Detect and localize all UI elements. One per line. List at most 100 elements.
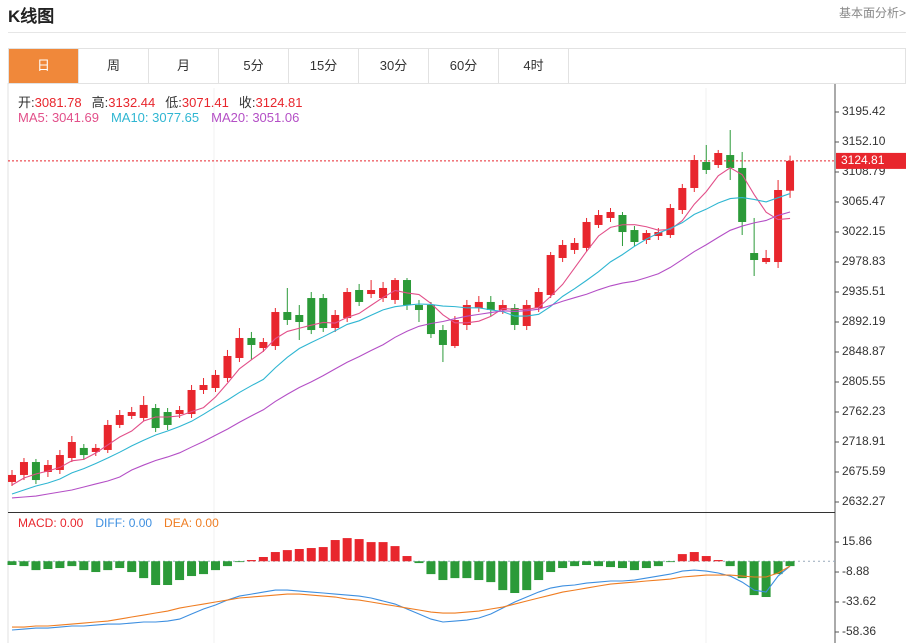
candle-body bbox=[187, 389, 196, 415]
candle-body bbox=[295, 314, 304, 322]
macd-bar bbox=[163, 561, 173, 586]
macd-bar bbox=[713, 560, 723, 562]
info-value: 3132.44 bbox=[108, 95, 156, 110]
macd-bar bbox=[103, 561, 113, 571]
period-tab[interactable]: 日 bbox=[9, 49, 79, 83]
y-tick-label: 3065.47 bbox=[842, 194, 886, 208]
candle-body bbox=[786, 160, 795, 191]
macd-bar bbox=[127, 561, 137, 573]
candle-body bbox=[582, 221, 591, 248]
info-value: 3081.78 bbox=[34, 95, 82, 110]
candle-body bbox=[546, 255, 555, 295]
y-tick-label: 2848.87 bbox=[842, 344, 886, 358]
candle-body bbox=[594, 214, 603, 225]
period-tab[interactable]: 5分 bbox=[219, 49, 289, 83]
legend-entry: MA5: 3041.69 bbox=[18, 110, 99, 125]
y-tick-label: 2935.51 bbox=[842, 284, 886, 298]
candle-body bbox=[211, 374, 220, 388]
candle-body bbox=[642, 233, 651, 240]
ma-legend: MA5: 3041.69 MA10: 3077.65 MA20: 3051.06 bbox=[18, 110, 311, 125]
y-tick-label: 2675.59 bbox=[842, 464, 886, 478]
candle-body bbox=[343, 292, 352, 319]
candle-body bbox=[259, 342, 268, 349]
candle-body bbox=[8, 474, 16, 482]
macd-bar bbox=[689, 552, 699, 562]
macd-bar bbox=[55, 561, 65, 569]
macd-bar bbox=[366, 542, 376, 562]
macd-bar bbox=[43, 561, 53, 570]
candle-body bbox=[714, 153, 723, 165]
candle-body bbox=[331, 314, 340, 329]
macd-bar bbox=[294, 549, 304, 562]
candle-body bbox=[175, 410, 184, 415]
macd-bar bbox=[67, 561, 77, 567]
macd-bar bbox=[629, 561, 639, 571]
legend-entry: DEA: 0.00 bbox=[164, 516, 219, 530]
candle-body bbox=[474, 301, 483, 309]
period-tab[interactable]: 周 bbox=[79, 49, 149, 83]
info-label: 开: bbox=[18, 95, 35, 110]
macd-bar bbox=[558, 561, 568, 569]
period-tab[interactable]: 30分 bbox=[359, 49, 429, 83]
y-tick-label: 2892.19 bbox=[842, 314, 886, 328]
macd-bar bbox=[594, 561, 604, 567]
candle-body bbox=[486, 301, 495, 311]
candle-body bbox=[163, 412, 172, 425]
candle-body bbox=[426, 305, 435, 335]
macd-bar bbox=[773, 561, 783, 575]
candle-body bbox=[702, 162, 711, 170]
candle-body bbox=[690, 160, 699, 188]
macd-bar bbox=[187, 561, 197, 577]
candle-body bbox=[319, 298, 328, 329]
macd-bar bbox=[318, 547, 328, 562]
legend-entry: DIFF: 0.00 bbox=[95, 516, 153, 530]
macd-legend: MACD: 0.00 DIFF: 0.00 DEA: 0.00 bbox=[18, 516, 231, 530]
ma-line bbox=[11, 211, 791, 499]
info-value: 3124.81 bbox=[255, 95, 303, 110]
candle-body bbox=[774, 189, 783, 263]
candle-body bbox=[498, 305, 507, 311]
macd-bar bbox=[761, 561, 771, 598]
candle-body bbox=[91, 447, 100, 452]
period-tab[interactable]: 15分 bbox=[289, 49, 359, 83]
candle-body bbox=[283, 312, 292, 320]
y-tick-label: -58.36 bbox=[842, 624, 876, 638]
candle-body bbox=[199, 385, 208, 390]
candle-body bbox=[19, 462, 28, 475]
macd-bar bbox=[438, 561, 448, 581]
candle-body bbox=[414, 305, 423, 311]
candle-body bbox=[31, 462, 40, 481]
macd-bar bbox=[19, 561, 29, 567]
candle-body bbox=[67, 442, 76, 459]
period-tab[interactable]: 月 bbox=[149, 49, 219, 83]
y-tick-label: 2632.27 bbox=[842, 494, 886, 508]
header-divider bbox=[8, 32, 906, 33]
macd-line bbox=[11, 565, 791, 631]
candle-body bbox=[666, 208, 675, 236]
legend-entry: MA20: 3051.06 bbox=[211, 110, 300, 125]
macd-bar bbox=[462, 561, 472, 579]
candle-body bbox=[55, 455, 64, 470]
y-tick-label: 2978.83 bbox=[842, 254, 886, 268]
macd-bar bbox=[641, 561, 651, 569]
legend-entry: MACD: 0.00 bbox=[18, 516, 84, 530]
macd-bar bbox=[390, 546, 400, 562]
macd-bar bbox=[450, 561, 460, 579]
period-tab[interactable]: 4时 bbox=[499, 49, 569, 83]
period-tab[interactable]: 60分 bbox=[429, 49, 499, 83]
macd-bar bbox=[426, 561, 436, 575]
macd-line bbox=[12, 565, 791, 628]
macd-bar bbox=[486, 561, 496, 583]
macd-bar bbox=[725, 561, 735, 567]
macd-bar bbox=[282, 550, 292, 562]
macd-bar bbox=[522, 561, 532, 591]
y-tick-label: 2805.55 bbox=[842, 374, 886, 388]
legend-entry: MA10: 3077.65 bbox=[110, 110, 200, 125]
macd-bar bbox=[414, 561, 424, 564]
analysis-link[interactable]: 基本面分析> bbox=[838, 6, 906, 20]
last-price-label: 3124.81 bbox=[841, 153, 885, 167]
macd-bar bbox=[701, 556, 711, 562]
ma-line bbox=[11, 167, 791, 486]
candle-body bbox=[678, 187, 687, 211]
